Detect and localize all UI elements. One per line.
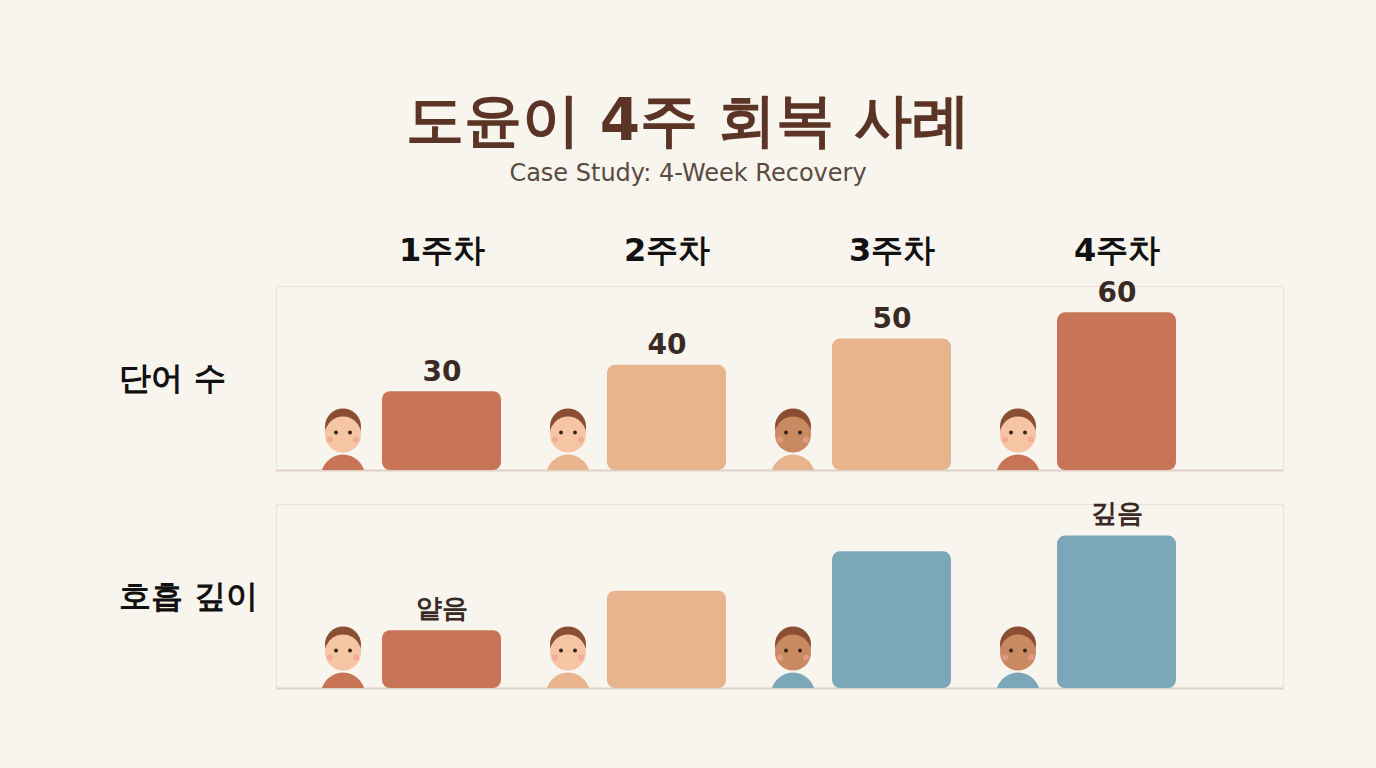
- svg-text:30: 30: [423, 355, 462, 388]
- svg-text:깊음: 깊음: [1091, 498, 1143, 528]
- svg-text:50: 50: [873, 302, 912, 335]
- svg-text:4주차: 4주차: [1074, 231, 1160, 269]
- svg-text:2주차: 2주차: [624, 231, 710, 269]
- svg-text:얕음: 얕음: [416, 593, 468, 623]
- svg-text:호흡 깊이: 호흡 깊이: [119, 577, 258, 615]
- html-text:도윤이 4주 회복 사례: 도윤이 4주 회복 사례: [405, 86, 971, 154]
- svg-text:단어 수: 단어 수: [119, 359, 226, 397]
- svg-text:3주차: 3주차: [849, 231, 935, 269]
- svg-text:40: 40: [648, 328, 687, 361]
- svg-text:1주차: 1주차: [399, 231, 485, 269]
- html-text:Case Study: 4-Week Recovery: Case Study: 4-Week Recovery: [509, 159, 867, 187]
- svg-text:60: 60: [1098, 276, 1137, 309]
